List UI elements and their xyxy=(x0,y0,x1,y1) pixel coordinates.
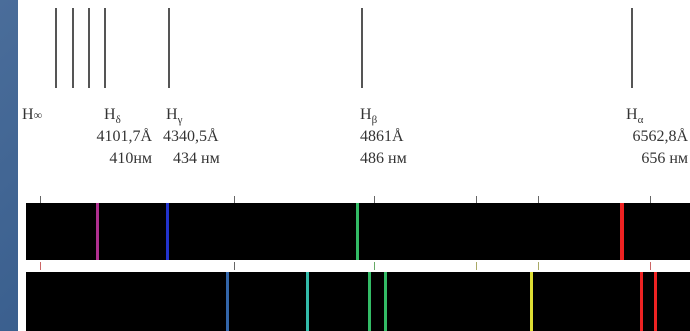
spectral-line-cyan xyxy=(306,272,309,331)
scale-tick xyxy=(650,262,651,270)
scale-tick xyxy=(234,262,235,270)
label-h-delta-symbol: H xyxy=(104,106,116,123)
spectrum-panel: H∞ Hδ 4101,7Å 410нм Hγ 4340,5Å 434 нм Hβ… xyxy=(18,0,690,331)
label-h-delta-nm: 410нм xyxy=(109,150,152,167)
label-h-alpha-wavelength: 6562,8Å xyxy=(632,128,688,145)
label-h-beta-nm: 486 нм xyxy=(360,150,407,167)
scale-tick xyxy=(476,196,477,204)
label-h-alpha-sub: α xyxy=(637,114,644,127)
scale-tick xyxy=(538,262,539,270)
spectral-line-h-gamma xyxy=(166,203,169,260)
spectral-line-yellow xyxy=(530,272,533,331)
label-h-delta-sub: δ xyxy=(115,114,121,127)
label-h-alpha-nm: 656 нм xyxy=(641,150,688,167)
reference-lines xyxy=(55,8,633,88)
scale-tick xyxy=(374,196,375,204)
scale-tick xyxy=(476,262,477,270)
comparison-emission-strip xyxy=(26,272,690,331)
spectral-line-green-1 xyxy=(368,272,371,331)
label-h-delta: Hδ xyxy=(104,106,121,129)
spectral-line-h-delta xyxy=(96,203,99,260)
hydrogen-emission-strip xyxy=(26,203,690,260)
label-h-gamma-wavelength: 4340,5Å xyxy=(163,128,219,145)
label-h-alpha: Hα xyxy=(626,106,643,129)
label-h-inf: H∞ xyxy=(22,106,42,124)
spectral-line-red-2 xyxy=(654,272,657,331)
label-h-inf-sub: ∞ xyxy=(33,108,43,122)
label-h-beta-wavelength: 4861Å xyxy=(360,128,404,145)
scale-tick xyxy=(374,262,375,270)
label-h-inf-symbol: H xyxy=(22,106,34,123)
label-h-gamma: Hγ xyxy=(166,106,182,129)
scale-tick xyxy=(40,262,41,270)
scale-tick xyxy=(234,196,235,204)
label-h-gamma-symbol: H xyxy=(166,106,178,123)
label-h-beta-symbol: H xyxy=(360,106,372,123)
spectral-line-green-2 xyxy=(384,272,387,331)
label-h-alpha-symbol: H xyxy=(626,106,638,123)
scale-tick xyxy=(538,196,539,204)
label-h-beta-sub: β xyxy=(371,114,378,127)
label-h-beta: Hβ xyxy=(360,106,377,129)
scale-tick xyxy=(650,196,651,204)
spectral-line-h-alpha xyxy=(620,203,624,260)
label-h-delta-wavelength: 4101,7Å xyxy=(96,128,152,145)
spectral-line-blue xyxy=(226,272,229,331)
spectral-line-h-beta xyxy=(356,203,359,260)
label-h-gamma-nm: 434 нм xyxy=(173,150,220,167)
label-h-gamma-sub: γ xyxy=(177,114,183,127)
spectral-line-red-1 xyxy=(640,272,643,331)
scale-tick xyxy=(40,196,41,204)
